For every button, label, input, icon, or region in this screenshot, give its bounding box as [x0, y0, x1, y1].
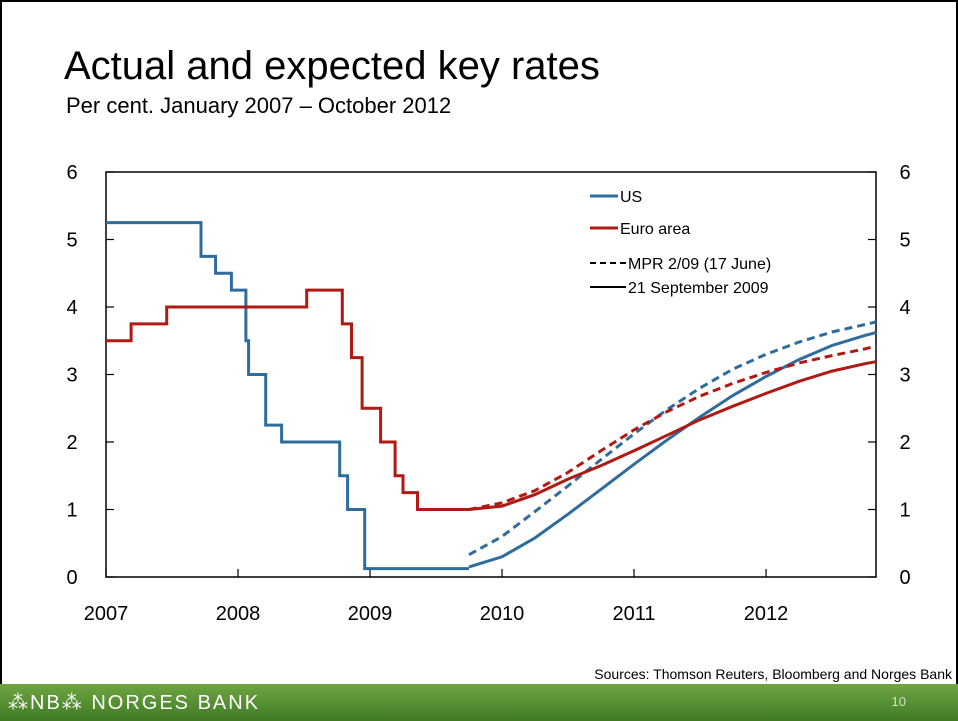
plot-frame [105, 171, 877, 578]
footer-bar: ⁂NB⁂ NORGES BANK 10 [0, 684, 958, 721]
series-line-us-mpr-2-09-17-june [468, 320, 877, 557]
series-line-euro-area-mpr-2-09-17-june [468, 344, 877, 511]
series-line-euro-area [106, 288, 469, 511]
y-tick-label-left: 2 [66, 432, 77, 454]
y-tick-label-right: 5 [899, 230, 910, 252]
x-tick-label: 2009 [348, 603, 393, 625]
x-tick-label: 2011 [613, 603, 656, 625]
series-line-euro-area-21-september-2009 [468, 360, 877, 511]
y-tick-label-right: 4 [899, 297, 910, 319]
slide-subtitle: Per cent. January 2007 – October 2012 [66, 93, 452, 118]
legend-label-euro: Euro area [620, 221, 690, 238]
y-tick-label-left: 4 [66, 297, 77, 319]
y-tick-label-left: 5 [66, 230, 77, 252]
y-tick-label-left: 3 [66, 365, 77, 387]
legend-label-solid: 21 September 2009 [628, 280, 769, 297]
key-rates-chart: 0 0 1 1 2 2 3 3 4 4 5 5 6 6 2007 2008 2009 2010 2011 2012 US… [66, 162, 910, 625]
series-line-us [106, 221, 469, 571]
y-tick-label-right: 1 [899, 500, 910, 522]
y-tick-label-right: 6 [899, 162, 910, 184]
x-tick-label: 2012 [744, 603, 789, 625]
norges-bank-logo: ⁂NB⁂ NORGES BANK [8, 692, 261, 714]
y-tick-label-left: 0 [66, 567, 77, 589]
x-tick-label: 2010 [480, 603, 525, 625]
x-tick-label: 2008 [216, 603, 261, 625]
legend-label-dashed: MPR 2/09 (17 June) [628, 256, 771, 273]
series-line-us-21-september-2009 [468, 331, 877, 569]
x-tick-label: 2007 [84, 603, 129, 625]
sources-note: Sources: Thomson Reuters, Bloomberg and … [594, 666, 952, 682]
y-tick-label-left: 1 [66, 500, 77, 522]
page-number: 10 [891, 694, 906, 709]
y-tick-label-right: 3 [899, 365, 910, 387]
slide-title: Actual and expected key rates [64, 44, 600, 88]
legend-label-us: US [620, 189, 642, 206]
y-tick-label-right: 0 [899, 567, 910, 589]
y-tick-label-right: 2 [899, 432, 910, 454]
y-tick-label-left: 6 [66, 162, 77, 184]
